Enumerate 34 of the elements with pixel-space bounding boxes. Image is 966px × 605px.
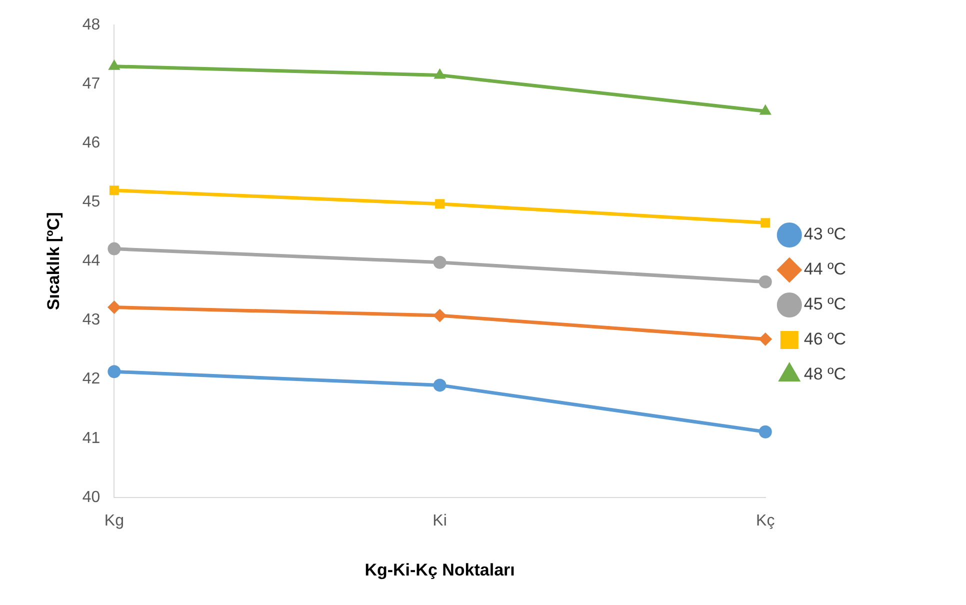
- point: [758, 332, 772, 346]
- point: [758, 425, 772, 438]
- point: [433, 378, 446, 392]
- y-tick-label: 42: [82, 370, 100, 388]
- point: [108, 60, 120, 70]
- legend-label: 44 ºC: [804, 260, 846, 279]
- legend-label: 45 ºC: [804, 294, 846, 314]
- y-axis-title: Sıcaklık [ºC]: [44, 212, 63, 310]
- y-tick-label: 46: [82, 134, 100, 152]
- y-tick-label: 45: [82, 194, 100, 211]
- x-tick-label: Ki: [432, 512, 447, 530]
- x-tick-label: Kç: [756, 512, 775, 530]
- point: [108, 300, 121, 314]
- point: [760, 218, 770, 228]
- point: [434, 68, 446, 79]
- point: [108, 242, 121, 256]
- legend-label: 48 ºC: [804, 364, 846, 384]
- point: [108, 365, 121, 378]
- y-tick-label: 47: [82, 75, 100, 92]
- y-tick-label: 40: [82, 488, 100, 506]
- y-tick-label: 41: [82, 430, 100, 447]
- point: [435, 199, 445, 209]
- legend-label: 46 ºC: [804, 330, 846, 349]
- point: [109, 186, 119, 196]
- point: [760, 104, 772, 115]
- y-tick-label: 44: [82, 252, 100, 270]
- point: [758, 275, 772, 288]
- x-tick-label: Kg: [104, 512, 124, 530]
- y-tick-label: 48: [82, 16, 100, 34]
- point: [433, 309, 446, 322]
- y-tick-label: 43: [82, 312, 100, 329]
- legend-label: 43 ºC: [804, 224, 846, 244]
- point: [433, 256, 446, 269]
- x-axis-title: Kg-Ki-Kç Noktaları: [364, 560, 515, 580]
